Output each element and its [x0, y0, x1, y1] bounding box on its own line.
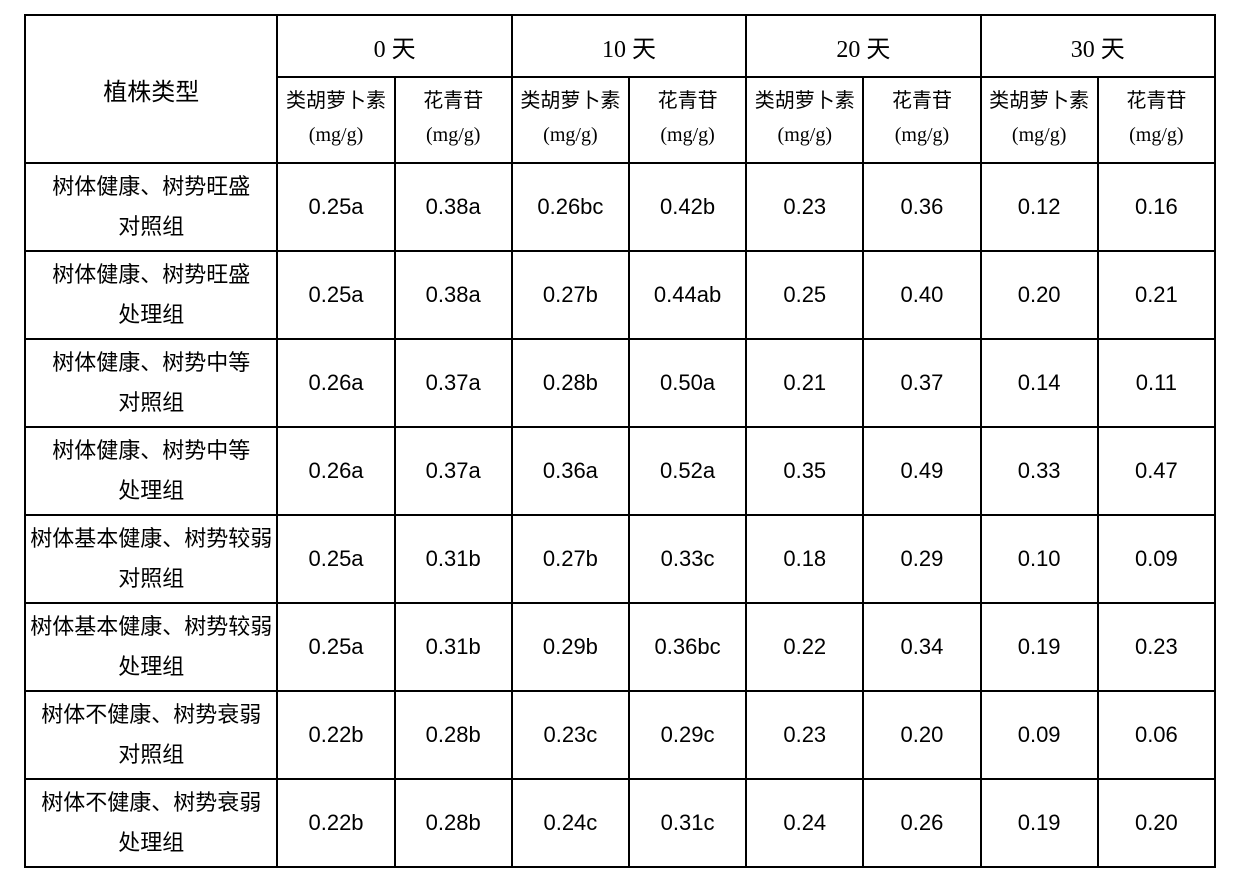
- cell-d0a: 0.37a: [395, 339, 512, 427]
- cell-d20a: 0.26: [863, 779, 980, 867]
- header-carotenoid-20: 类胡萝卜素(mg/g): [746, 77, 863, 163]
- cell-d10a: 0.33c: [629, 515, 746, 603]
- cell-d10c: 0.29b: [512, 603, 629, 691]
- cell-d0c: 0.25a: [277, 251, 394, 339]
- cell-d0c: 0.26a: [277, 427, 394, 515]
- table-row: 树体健康、树势中等处理组 0.26a 0.37a 0.36a 0.52a 0.3…: [25, 427, 1215, 515]
- cell-d30a: 0.09: [1098, 515, 1215, 603]
- cell-d0a: 0.28b: [395, 691, 512, 779]
- cell-d0a: 0.38a: [395, 163, 512, 251]
- cell-d30a: 0.11: [1098, 339, 1215, 427]
- cell-d30c: 0.19: [981, 603, 1098, 691]
- cell-d20c: 0.18: [746, 515, 863, 603]
- cell-d20c: 0.25: [746, 251, 863, 339]
- cell-d0c: 0.25a: [277, 515, 394, 603]
- cell-d10c: 0.26bc: [512, 163, 629, 251]
- cell-d0a: 0.37a: [395, 427, 512, 515]
- cell-d30a: 0.21: [1098, 251, 1215, 339]
- table-row: 树体不健康、树势衰弱对照组 0.22b 0.28b 0.23c 0.29c 0.…: [25, 691, 1215, 779]
- row-label: 树体健康、树势中等对照组: [25, 339, 277, 427]
- cell-d20c: 0.23: [746, 163, 863, 251]
- cell-d20a: 0.37: [863, 339, 980, 427]
- cell-d10a: 0.50a: [629, 339, 746, 427]
- cell-d10a: 0.31c: [629, 779, 746, 867]
- cell-d10c: 0.36a: [512, 427, 629, 515]
- cell-d10c: 0.24c: [512, 779, 629, 867]
- cell-d0a: 0.31b: [395, 603, 512, 691]
- cell-d0c: 0.22b: [277, 779, 394, 867]
- cell-d10c: 0.28b: [512, 339, 629, 427]
- cell-d10a: 0.42b: [629, 163, 746, 251]
- row-label: 树体基本健康、树势较弱对照组: [25, 515, 277, 603]
- cell-d30c: 0.14: [981, 339, 1098, 427]
- cell-d0a: 0.31b: [395, 515, 512, 603]
- cell-d20c: 0.21: [746, 339, 863, 427]
- cell-d0c: 0.26a: [277, 339, 394, 427]
- cell-d30c: 0.19: [981, 779, 1098, 867]
- cell-d20c: 0.24: [746, 779, 863, 867]
- cell-d10a: 0.36bc: [629, 603, 746, 691]
- cell-d0a: 0.28b: [395, 779, 512, 867]
- header-day-30: 30 天: [981, 15, 1215, 77]
- cell-d30a: 0.16: [1098, 163, 1215, 251]
- header-anthocyanin-0: 花青苷(mg/g): [395, 77, 512, 163]
- cell-d0a: 0.38a: [395, 251, 512, 339]
- row-label: 树体不健康、树势衰弱对照组: [25, 691, 277, 779]
- cell-d30c: 0.12: [981, 163, 1098, 251]
- row-label: 树体健康、树势旺盛对照组: [25, 163, 277, 251]
- header-plant-type: 植株类型: [25, 15, 277, 163]
- cell-d30c: 0.10: [981, 515, 1098, 603]
- header-day-0: 0 天: [277, 15, 511, 77]
- cell-d10a: 0.44ab: [629, 251, 746, 339]
- cell-d20a: 0.49: [863, 427, 980, 515]
- cell-d30c: 0.20: [981, 251, 1098, 339]
- cell-d30c: 0.33: [981, 427, 1098, 515]
- table-row: 树体不健康、树势衰弱处理组 0.22b 0.28b 0.24c 0.31c 0.…: [25, 779, 1215, 867]
- table-body: 树体健康、树势旺盛对照组 0.25a 0.38a 0.26bc 0.42b 0.…: [25, 163, 1215, 867]
- cell-d10c: 0.23c: [512, 691, 629, 779]
- cell-d30a: 0.47: [1098, 427, 1215, 515]
- row-label: 树体基本健康、树势较弱处理组: [25, 603, 277, 691]
- row-label: 树体健康、树势旺盛处理组: [25, 251, 277, 339]
- table-row: 树体基本健康、树势较弱处理组 0.25a 0.31b 0.29b 0.36bc …: [25, 603, 1215, 691]
- cell-d10a: 0.29c: [629, 691, 746, 779]
- header-carotenoid-30: 类胡萝卜素(mg/g): [981, 77, 1098, 163]
- row-label: 树体不健康、树势衰弱处理组: [25, 779, 277, 867]
- header-anthocyanin-30: 花青苷(mg/g): [1098, 77, 1215, 163]
- table-row: 树体健康、树势旺盛对照组 0.25a 0.38a 0.26bc 0.42b 0.…: [25, 163, 1215, 251]
- header-carotenoid-10: 类胡萝卜素(mg/g): [512, 77, 629, 163]
- cell-d20a: 0.40: [863, 251, 980, 339]
- cell-d20a: 0.36: [863, 163, 980, 251]
- cell-d30a: 0.06: [1098, 691, 1215, 779]
- header-day-10: 10 天: [512, 15, 746, 77]
- header-carotenoid-0: 类胡萝卜素(mg/g): [277, 77, 394, 163]
- cell-d20a: 0.34: [863, 603, 980, 691]
- table-row: 树体健康、树势旺盛处理组 0.25a 0.38a 0.27b 0.44ab 0.…: [25, 251, 1215, 339]
- cell-d20c: 0.35: [746, 427, 863, 515]
- cell-d20c: 0.22: [746, 603, 863, 691]
- table-row: 树体健康、树势中等对照组 0.26a 0.37a 0.28b 0.50a 0.2…: [25, 339, 1215, 427]
- cell-d0c: 0.25a: [277, 163, 394, 251]
- cell-d20a: 0.29: [863, 515, 980, 603]
- header-anthocyanin-20: 花青苷(mg/g): [863, 77, 980, 163]
- cell-d0c: 0.25a: [277, 603, 394, 691]
- header-day-20: 20 天: [746, 15, 980, 77]
- row-label: 树体健康、树势中等处理组: [25, 427, 277, 515]
- cell-d20a: 0.20: [863, 691, 980, 779]
- cell-d0c: 0.22b: [277, 691, 394, 779]
- cell-d10a: 0.52a: [629, 427, 746, 515]
- cell-d30a: 0.23: [1098, 603, 1215, 691]
- cell-d20c: 0.23: [746, 691, 863, 779]
- cell-d10c: 0.27b: [512, 515, 629, 603]
- cell-d10c: 0.27b: [512, 251, 629, 339]
- header-row-days: 植株类型 0 天 10 天 20 天 30 天: [25, 15, 1215, 77]
- header-anthocyanin-10: 花青苷(mg/g): [629, 77, 746, 163]
- data-table: 植株类型 0 天 10 天 20 天 30 天 类胡萝卜素(mg/g) 花青苷(…: [24, 14, 1216, 868]
- table-row: 树体基本健康、树势较弱对照组 0.25a 0.31b 0.27b 0.33c 0…: [25, 515, 1215, 603]
- cell-d30c: 0.09: [981, 691, 1098, 779]
- cell-d30a: 0.20: [1098, 779, 1215, 867]
